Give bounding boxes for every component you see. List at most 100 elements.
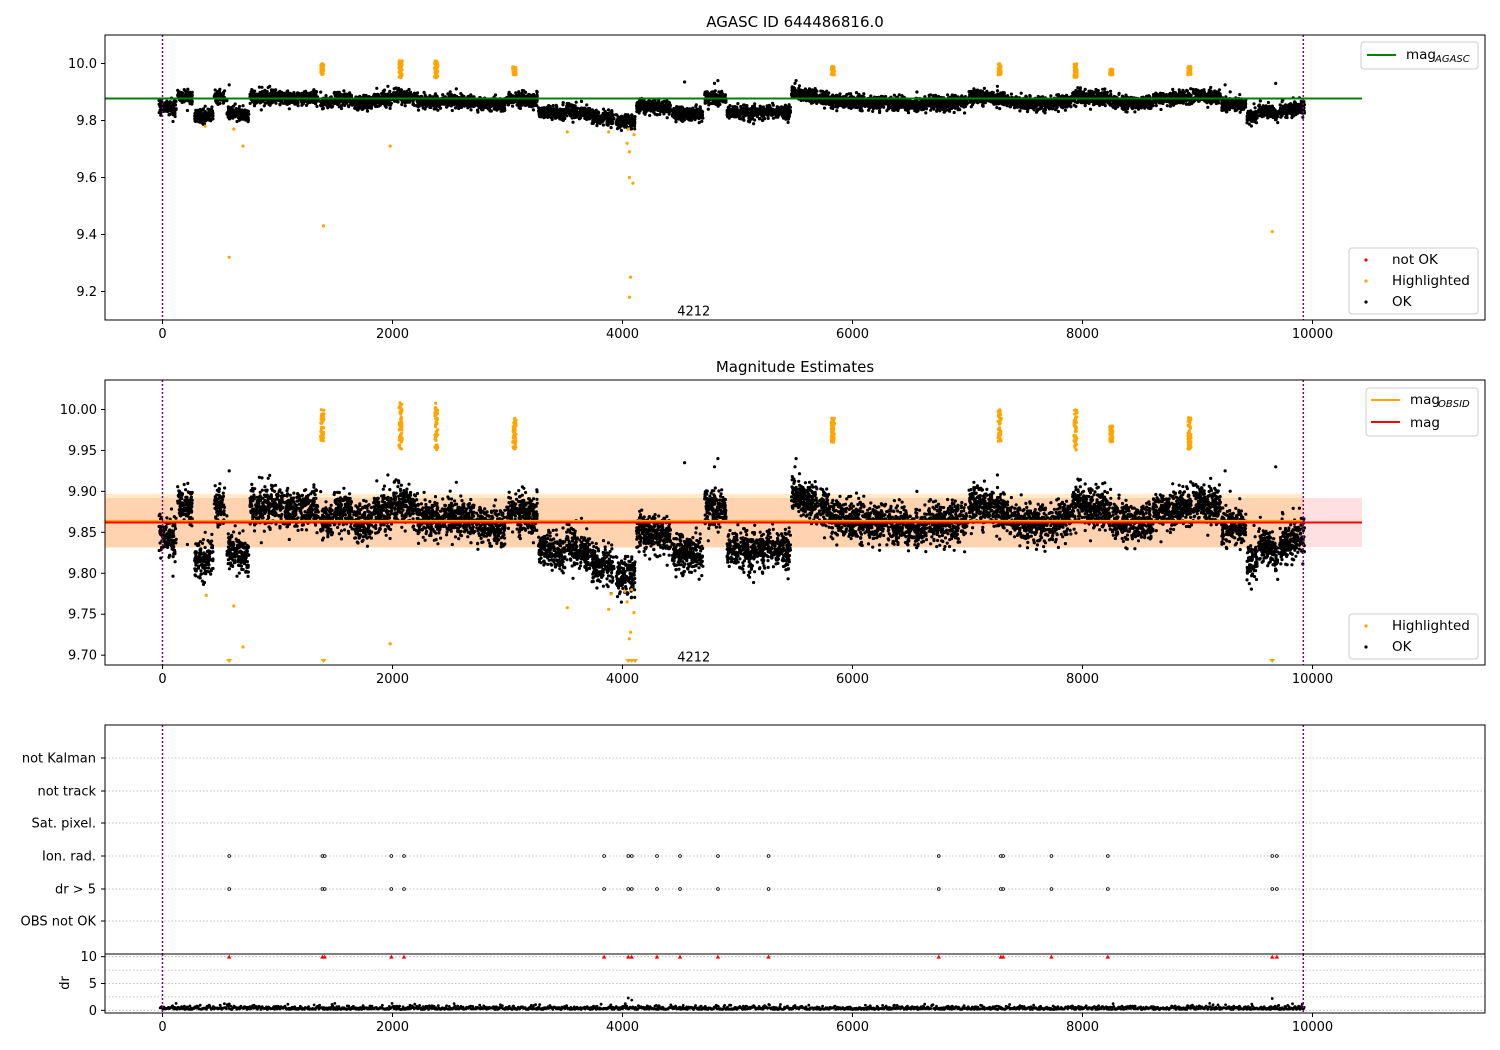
ok-point bbox=[610, 109, 614, 113]
agasc-panel: AGASC ID 644486816.0 0 2000 4000 6000 8000 10… bbox=[68, 13, 1486, 342]
ok-point bbox=[232, 104, 236, 108]
ok-point bbox=[337, 101, 341, 105]
ok-point bbox=[235, 119, 239, 124]
ok-point bbox=[752, 104, 757, 108]
ok-point bbox=[447, 93, 451, 97]
ok-point bbox=[326, 105, 330, 109]
ok-point bbox=[174, 108, 178, 112]
ok-point bbox=[595, 124, 599, 128]
ok-point bbox=[158, 105, 162, 109]
ok-point bbox=[692, 110, 696, 114]
ok-point bbox=[717, 90, 721, 94]
ok-point bbox=[355, 108, 359, 112]
ok-point bbox=[308, 99, 312, 103]
ok-point bbox=[315, 104, 319, 108]
ok-point bbox=[437, 100, 441, 104]
ok-point bbox=[180, 94, 184, 98]
ok-point bbox=[795, 90, 799, 95]
ok-point bbox=[601, 123, 606, 127]
ok-point bbox=[334, 94, 339, 98]
ok-point bbox=[606, 108, 611, 112]
ok-point bbox=[748, 118, 752, 122]
ok-point bbox=[168, 100, 172, 104]
ok-point bbox=[393, 92, 397, 97]
ok-point bbox=[770, 111, 774, 115]
ok-point bbox=[569, 103, 573, 107]
ok-point bbox=[262, 104, 266, 108]
ok-point bbox=[787, 104, 791, 108]
ok-point bbox=[361, 99, 365, 103]
ok-point bbox=[199, 114, 204, 118]
ok-point bbox=[636, 103, 640, 107]
ok-point bbox=[484, 100, 489, 104]
ok-point bbox=[186, 87, 190, 91]
ok-point bbox=[506, 103, 511, 107]
ok-point bbox=[217, 94, 221, 98]
ok-point bbox=[459, 105, 463, 109]
ok-point bbox=[173, 114, 177, 119]
ok-point bbox=[621, 117, 626, 121]
ok-point bbox=[446, 100, 450, 104]
ok-point bbox=[797, 84, 802, 88]
ok-point bbox=[256, 99, 260, 103]
ok-point bbox=[257, 85, 261, 89]
ok-point bbox=[479, 106, 483, 110]
ok-point bbox=[403, 104, 407, 108]
ok-point bbox=[672, 110, 677, 114]
ok-point bbox=[658, 112, 662, 116]
ok-point bbox=[301, 93, 305, 97]
ok-point bbox=[287, 100, 291, 104]
ok-point bbox=[288, 91, 292, 95]
ok-point bbox=[630, 114, 634, 118]
ok-point bbox=[786, 117, 791, 121]
ok-point bbox=[293, 94, 297, 98]
ok-point bbox=[259, 108, 263, 112]
ok-point bbox=[366, 99, 370, 103]
ok-point bbox=[488, 103, 492, 107]
ok-point bbox=[270, 90, 275, 94]
ok-point bbox=[575, 109, 579, 113]
ok-point bbox=[217, 91, 221, 95]
ok-point bbox=[649, 106, 653, 110]
ok-point bbox=[229, 113, 233, 117]
ok-point bbox=[741, 106, 745, 110]
ok-point bbox=[503, 108, 507, 112]
ok-point bbox=[202, 116, 206, 121]
ok-point bbox=[593, 117, 597, 121]
ok-point bbox=[602, 112, 606, 116]
ok-point bbox=[432, 100, 436, 105]
ok-point bbox=[476, 110, 480, 114]
ok-point bbox=[645, 102, 649, 106]
ok-point bbox=[496, 105, 501, 110]
ok-point bbox=[619, 128, 624, 133]
ok-point bbox=[427, 99, 431, 104]
ok-point bbox=[526, 99, 531, 103]
ok-point bbox=[537, 106, 541, 110]
ok-point bbox=[210, 105, 214, 109]
ok-point bbox=[510, 104, 515, 108]
ok-point bbox=[300, 100, 304, 104]
ok-point bbox=[535, 94, 539, 98]
ok-point bbox=[206, 107, 210, 111]
ok-point bbox=[180, 91, 185, 95]
ok-point bbox=[238, 108, 242, 112]
ok-point bbox=[582, 111, 586, 115]
ok-point bbox=[165, 101, 169, 105]
ok-point bbox=[320, 107, 325, 111]
ok-point bbox=[199, 111, 203, 115]
ok-point bbox=[382, 102, 386, 106]
ok-point bbox=[372, 92, 376, 96]
ok-point bbox=[806, 91, 810, 95]
ok-point bbox=[617, 124, 621, 128]
ok-point bbox=[215, 93, 219, 97]
ok-point bbox=[461, 100, 465, 104]
ok-point bbox=[661, 109, 665, 113]
ok-point bbox=[205, 111, 209, 115]
ok-point bbox=[593, 113, 598, 117]
ok-point bbox=[739, 110, 743, 114]
ok-point bbox=[540, 106, 544, 110]
ok-point bbox=[618, 117, 622, 121]
ok-point bbox=[673, 113, 677, 117]
ok-point bbox=[694, 116, 698, 120]
